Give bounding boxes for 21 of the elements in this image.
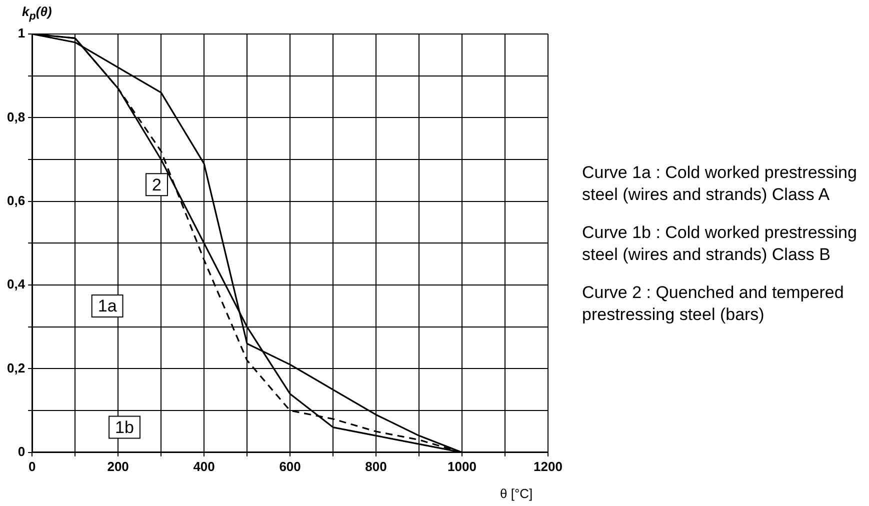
text: Curve 1b : Cold worked prestressing steel (wires and strands) Class B	[582, 222, 858, 266]
text: Curve 1a : Cold worked prestressing steel (wires and strands) Class A	[582, 162, 858, 206]
y-tick-label: 0,8	[6, 109, 26, 124]
x-tick-label: 0	[28, 458, 36, 474]
x-axis-title: θ [°C]	[500, 486, 533, 501]
y-tick-label: 0,2	[6, 360, 26, 376]
x-tick-label: 400	[193, 458, 215, 474]
x-tick-label: 800	[365, 458, 387, 474]
y-tick-label: 0,6	[6, 192, 26, 208]
annotation: 1a	[98, 296, 118, 316]
y-tick-label: 0,4	[6, 276, 26, 292]
y-tick-label: 0	[18, 444, 26, 459]
annotation: 1b	[115, 418, 134, 437]
annotation: 2	[152, 175, 162, 194]
x-tick-label: 1200	[534, 458, 562, 474]
text: Curve 2 : Quenched and tempered prestressing steel (bars)	[582, 282, 845, 326]
x-tick-label: 600	[279, 458, 301, 474]
y-tick-label: 1	[18, 26, 26, 41]
x-tick-label: 1000	[448, 458, 476, 474]
y-axis-title: k$_{p}$(θ)	[22, 4, 52, 23]
x-tick-label: 200	[107, 458, 129, 474]
